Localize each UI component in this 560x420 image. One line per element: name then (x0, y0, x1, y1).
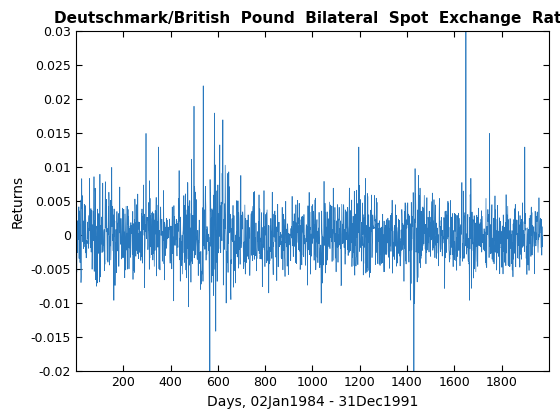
Y-axis label: Returns: Returns (11, 175, 25, 228)
X-axis label: Days, 02Jan1984 - 31Dec1991: Days, 02Jan1984 - 31Dec1991 (207, 395, 418, 409)
Title: Deutschmark/British  Pound  Bilateral  Spot  Exchange  Rate: Deutschmark/British Pound Bilateral Spot… (54, 11, 560, 26)
